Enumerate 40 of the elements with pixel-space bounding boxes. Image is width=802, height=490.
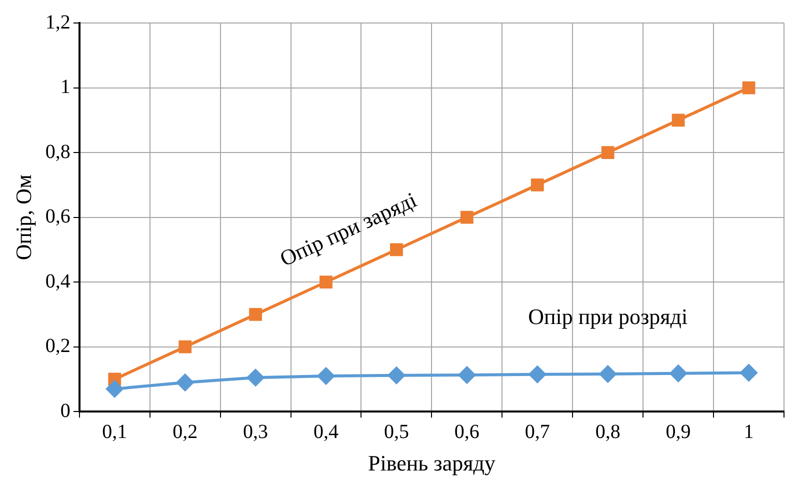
x-tick-label: 0,8 <box>595 420 620 443</box>
x-tick-label: 1 <box>744 420 754 443</box>
point <box>178 340 192 354</box>
y-axis-title: Опір, Ом <box>10 174 36 260</box>
point <box>740 364 758 382</box>
x-tick-label: 0,5 <box>384 420 409 443</box>
y-tick-label: 1 <box>60 76 70 98</box>
point <box>599 366 616 383</box>
point <box>320 276 332 289</box>
point <box>176 374 194 391</box>
x-tick-label: 0,7 <box>524 420 550 443</box>
point <box>388 366 405 384</box>
point <box>390 243 403 256</box>
x-tick-label: 0,3 <box>243 420 268 443</box>
point <box>249 308 262 321</box>
x-tick-label: 0,1 <box>102 420 128 443</box>
y-tick-label: 0 <box>60 400 70 422</box>
point <box>460 210 474 224</box>
y-tick-label: 1,2 <box>45 11 70 34</box>
point <box>528 366 546 383</box>
point <box>458 366 476 384</box>
x-tick-label: 0,2 <box>172 420 198 443</box>
point <box>247 369 264 386</box>
point <box>742 81 756 94</box>
point <box>530 178 544 192</box>
point <box>318 367 335 384</box>
x-tick-label: 0,9 <box>666 420 691 443</box>
y-tick-label: 0,6 <box>45 206 70 228</box>
series-label: Опір при розряді <box>528 304 688 330</box>
y-tick-label: 0,2 <box>45 335 70 358</box>
x-tick-label: 0,4 <box>314 420 339 443</box>
x-axis-title: Рівень заряду <box>368 450 496 476</box>
y-tick-label: 0,4 <box>45 270 70 292</box>
x-tick-label: 0,6 <box>454 420 480 443</box>
point <box>601 146 614 159</box>
point <box>672 114 685 127</box>
text: Опір при заряді <box>276 186 420 272</box>
point <box>106 380 124 398</box>
y-tick-label: 0,8 <box>45 140 70 163</box>
point <box>670 364 687 382</box>
